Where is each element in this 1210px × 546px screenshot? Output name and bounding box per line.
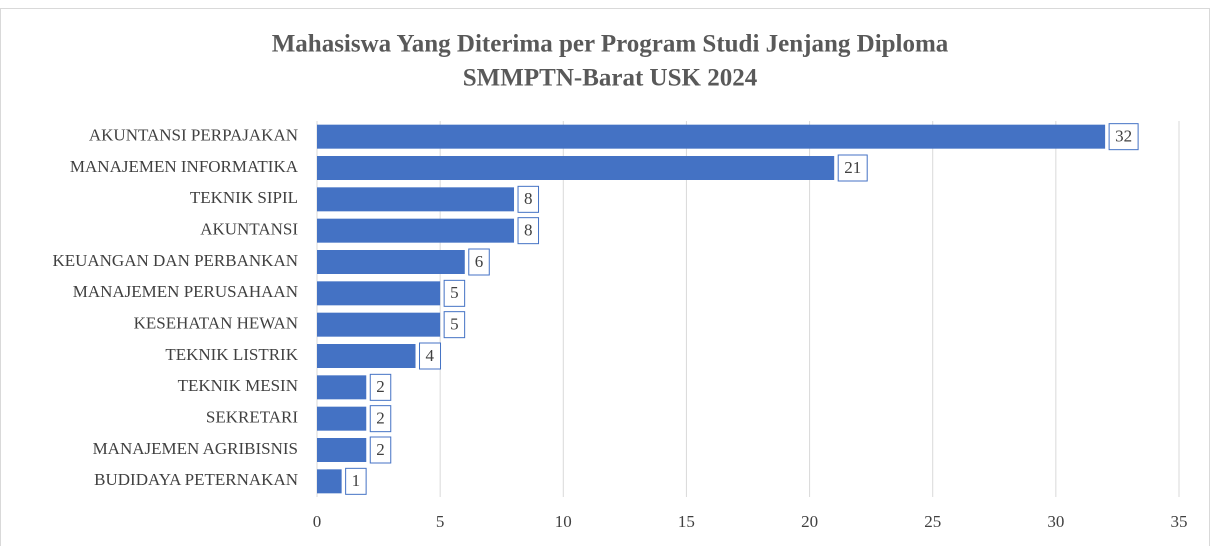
- y-tick-label: AKUNTANSI: [200, 220, 298, 239]
- y-tick-label: KEUANGAN DAN PERBANKAN: [52, 251, 298, 270]
- data-label-box: [345, 467, 367, 495]
- bar: [317, 124, 1106, 149]
- y-tick-label: TEKNIK LISTRIK: [165, 345, 298, 364]
- bar: [317, 250, 465, 274]
- y-tick-label: MANAJEMEN INFORMATIKA: [70, 157, 299, 176]
- data-label-box: [369, 436, 392, 464]
- chart-title: SMMPTN-Barat USK 2024: [463, 65, 758, 92]
- x-tick-label: 20: [801, 512, 818, 531]
- x-tick-label: 15: [678, 512, 695, 531]
- data-label-box: [1108, 123, 1139, 151]
- bar: [317, 438, 367, 462]
- x-tick-label: 5: [436, 512, 445, 531]
- x-tick-label: 0: [313, 512, 322, 531]
- bar: [317, 187, 515, 212]
- data-label: 1: [352, 471, 361, 490]
- x-tick-label: 35: [1171, 512, 1188, 531]
- y-tick-label: MANAJEMEN AGRIBISNIS: [93, 439, 298, 458]
- data-label: 2: [376, 440, 385, 459]
- chart-frame: [0, 8, 1210, 546]
- data-label: 6: [475, 252, 484, 271]
- x-tick-label: 10: [555, 512, 572, 531]
- data-label: 5: [450, 283, 459, 302]
- data-label: 2: [376, 377, 385, 396]
- bar: [317, 469, 342, 494]
- data-label-box: [443, 311, 466, 339]
- bar: [317, 344, 416, 368]
- data-label-box: [369, 405, 392, 433]
- data-label-box: [837, 154, 868, 182]
- y-tick-label: BUDIDAYA PETERNAKAN: [94, 470, 298, 489]
- data-label-box: [517, 217, 540, 245]
- chart-title: Mahasiswa Yang Diterima per Program Stud…: [272, 31, 949, 58]
- bar: [317, 218, 515, 243]
- y-tick-label: TEKNIK SIPIL: [190, 188, 298, 207]
- x-tick-label: 25: [924, 512, 941, 531]
- bar: [317, 312, 441, 337]
- data-label-box: [468, 248, 490, 276]
- data-label: 8: [524, 189, 533, 208]
- bar: [317, 406, 367, 431]
- y-tick-label: MANAJEMEN PERUSAHAAN: [73, 282, 298, 301]
- y-tick-label: TEKNIK MESIN: [178, 376, 298, 395]
- bar: [317, 375, 367, 400]
- x-tick-label: 30: [1047, 512, 1064, 531]
- data-label-box: [419, 342, 442, 370]
- data-label: 2: [376, 409, 385, 428]
- data-label: 8: [524, 221, 533, 240]
- bar: [317, 281, 441, 306]
- data-label-box: [517, 185, 540, 213]
- data-label: 4: [426, 346, 435, 365]
- y-tick-label: AKUNTANSI PERPAJAKAN: [89, 126, 298, 145]
- data-label-box: [443, 279, 466, 307]
- data-label: 32: [1115, 127, 1132, 146]
- y-tick-label: KESEHATAN HEWAN: [134, 314, 298, 333]
- data-label: 5: [450, 315, 459, 334]
- bar: [317, 156, 835, 180]
- data-label-box: [369, 373, 392, 401]
- y-tick-label: SEKRETARI: [206, 408, 298, 427]
- data-label: 21: [844, 158, 861, 177]
